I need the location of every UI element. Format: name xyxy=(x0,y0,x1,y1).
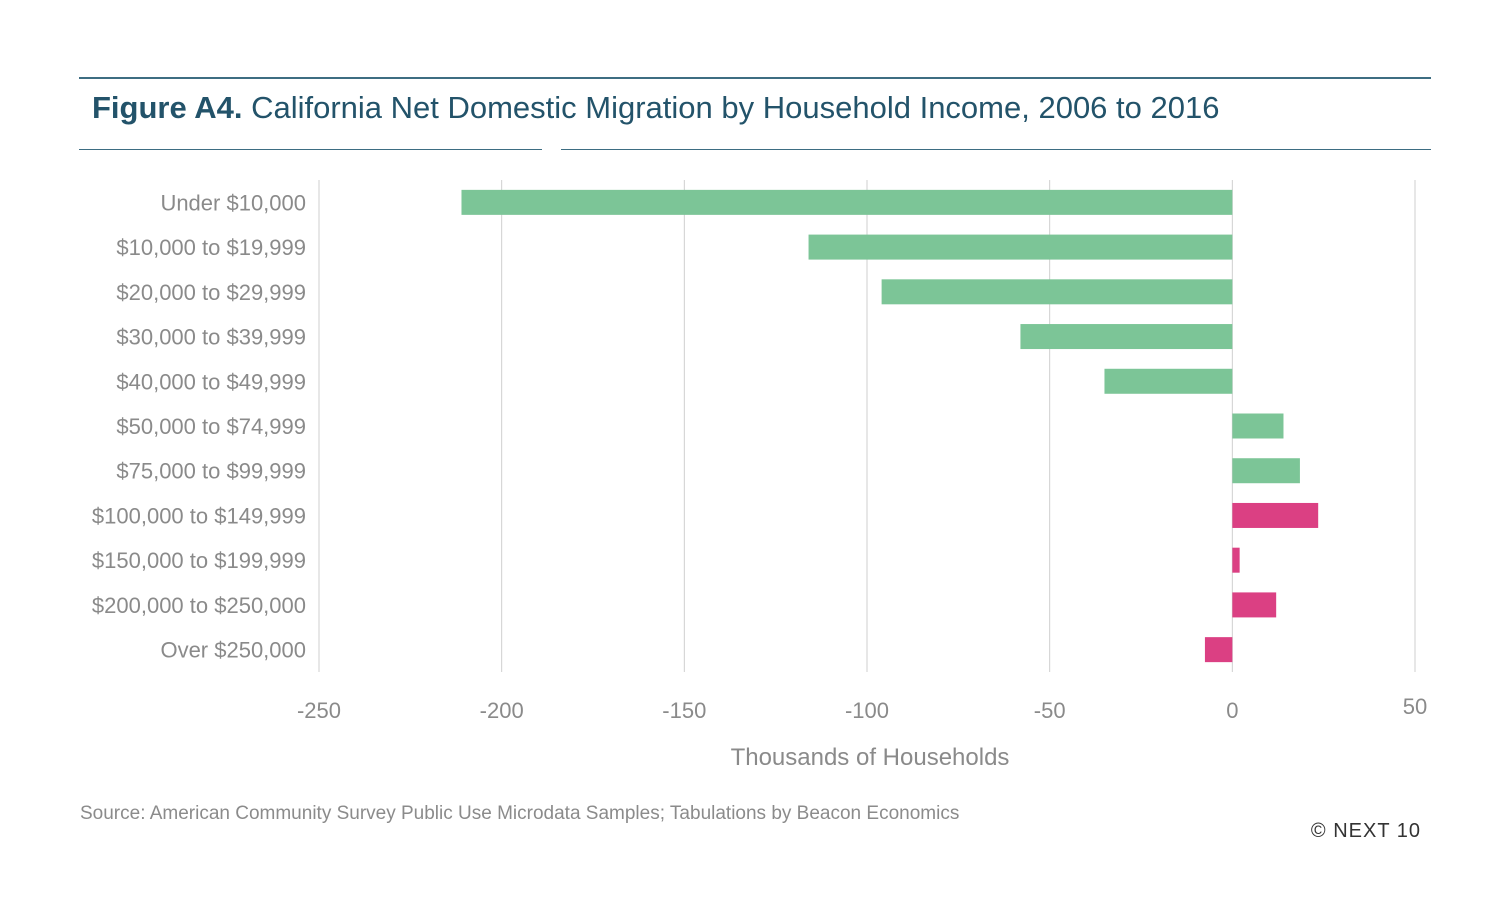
category-label-1: $10,000 to $19,999 xyxy=(116,235,306,260)
bar-6 xyxy=(1232,458,1300,484)
bar-9 xyxy=(1232,592,1277,618)
x-axis-label: Thousands of Households xyxy=(731,744,1010,771)
category-label-7: $100,000 to $149,999 xyxy=(92,503,306,528)
category-label-2: $20,000 to $29,999 xyxy=(116,280,306,305)
bar-4 xyxy=(1104,368,1233,394)
bar-2 xyxy=(881,279,1233,305)
copyright-notice: © NEXT 10 xyxy=(1310,820,1421,842)
bar-1 xyxy=(808,234,1233,260)
x-tick-label-0: -250 xyxy=(297,698,341,723)
bar-10 xyxy=(1204,637,1233,663)
x-tick-label-3: -100 xyxy=(845,698,889,723)
category-label-0: Under $10,000 xyxy=(160,190,306,215)
x-tick-label-6: 50 xyxy=(1403,694,1427,719)
category-label-9: $200,000 to $250,000 xyxy=(92,593,306,618)
title-text: California Net Domestic Migration by Hou… xyxy=(251,90,1220,125)
x-tick-label-1: -200 xyxy=(480,698,524,723)
category-label-5: $50,000 to $74,999 xyxy=(116,414,306,439)
category-label-3: $30,000 to $39,999 xyxy=(116,325,306,350)
x-tick-label-2: -150 xyxy=(662,698,706,723)
category-label-4: $40,000 to $49,999 xyxy=(116,369,306,394)
source-note: Source: American Community Survey Public… xyxy=(80,803,960,824)
x-tick-label-4: -50 xyxy=(1034,698,1066,723)
bar-7 xyxy=(1232,502,1319,528)
bar-8 xyxy=(1232,547,1240,573)
category-label-6: $75,000 to $99,999 xyxy=(116,459,306,484)
x-tick-label-5: 0 xyxy=(1226,698,1238,723)
top-rule xyxy=(79,77,1431,79)
bar-0 xyxy=(461,189,1233,215)
bar-5 xyxy=(1232,413,1284,439)
category-label-10: Over $250,000 xyxy=(160,638,306,663)
chart-title: Figure A4. California Net Domestic Migra… xyxy=(92,90,1219,126)
figure-number: Figure A4. xyxy=(92,90,243,125)
category-label-8: $150,000 to $199,999 xyxy=(92,548,306,573)
title-underline-right xyxy=(561,149,1431,150)
bar-3 xyxy=(1020,324,1233,350)
title-underline-left xyxy=(79,149,542,150)
